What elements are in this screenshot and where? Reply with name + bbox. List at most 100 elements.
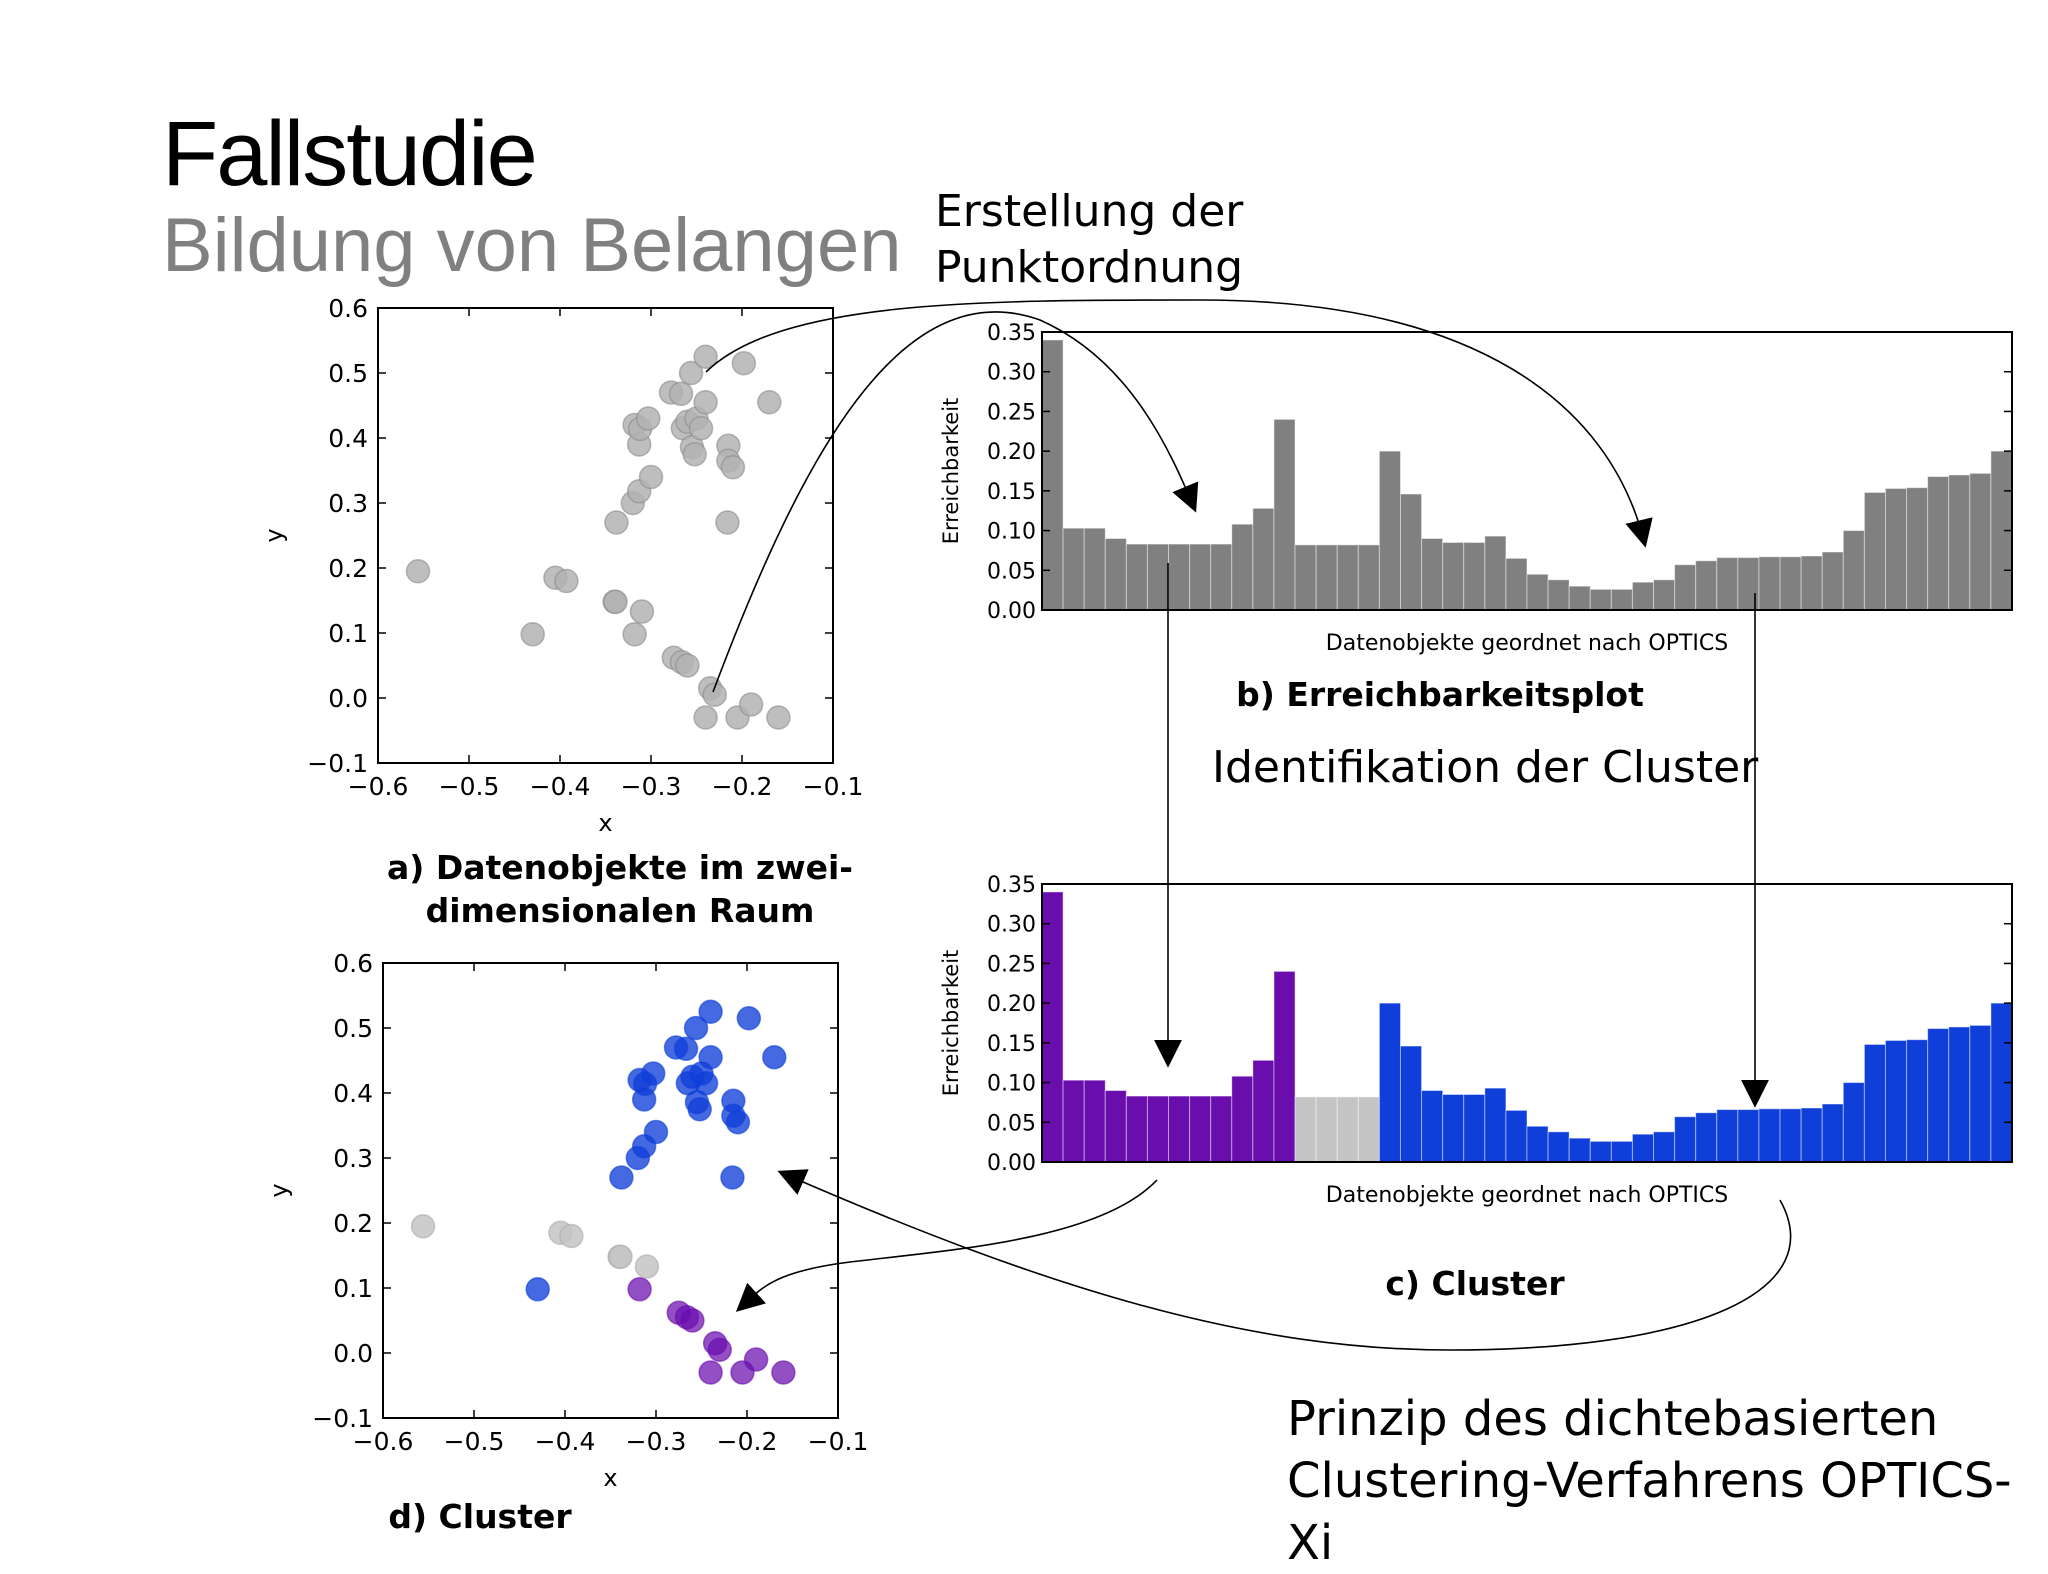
y-tick-label: 0.20 [987,440,1036,465]
data-point [698,1045,723,1070]
data-point [702,682,727,707]
data-point [554,568,579,594]
caption-d: d) Cluster [388,1497,572,1536]
data-point [629,599,655,624]
y-axis-label: Erreichbarkeit [939,950,963,1097]
x-axis-label: Datenobjekte geordnet nach OPTICS [1326,1183,1728,1208]
data-point [627,1277,652,1302]
data-point [680,1308,705,1333]
plot-frame [382,962,839,1419]
y-tick-label: 0.6 [333,949,373,978]
scatter-chart-a: −0.6 −0.5 −0.4 −0.3 −0.2 −0.1 −0.1 0.0 0.1 0.2 0.3… [260,294,864,837]
data-point [698,1360,723,1385]
y-tick-label: 0.15 [987,480,1036,505]
arrow-a-to-b-right [705,299,1653,548]
y-axis-label: y [265,1183,293,1197]
data-point [693,344,718,369]
x-tick-label: −0.5 [439,772,500,801]
data-point [622,622,647,647]
ordering-note-line-1: Erstellung der [935,186,1244,237]
y-tick-label: 0.5 [328,359,368,388]
y-tick-label: 0.1 [328,619,368,648]
bar-chart-c: 0.00 0.05 0.10 0.15 0.20 0.25 0.30 0.35 Datenobj… [939,873,2013,1208]
scatter-chart-d: −0.6 −0.5 −0.4 −0.3 −0.2 −0.1 −0.1 0.0 0.1 0.2 0.3… [265,949,869,1492]
y-tick-label: 0.1 [333,1274,373,1303]
data-point [688,416,714,441]
x-axis-label: x [598,809,612,837]
y-axis-label: Erreichbarkeit [939,398,963,545]
y-axis-label: y [260,528,288,542]
arrow-c-to-d-purple [735,1179,1158,1312]
y-tick-label: 0.10 [987,520,1036,545]
y-tick-label: 0.4 [328,424,368,453]
identification-note: Identifikation der Cluster [1212,742,1759,793]
data-point [641,1061,666,1086]
plot-border [1041,331,2013,611]
data-point [731,351,757,376]
x-tick-label: −0.6 [348,772,409,801]
x-tick-label: −0.4 [530,772,591,801]
data-point [693,705,718,730]
data-point [603,589,628,615]
y-tick-label: −0.1 [307,749,368,778]
plot-frame [377,307,834,764]
y-tick-label: 0.30 [987,913,1036,938]
data-point [638,464,664,490]
x-tick-label: −0.2 [717,1427,778,1456]
principle-note-line-1: Prinzip des dichtebasierten [1287,1391,1939,1447]
data-point [683,1015,709,1041]
bar-chart-b: 0.00 0.05 0.10 0.15 0.20 0.25 0.30 0.35 Datenobj… [939,321,2013,655]
data-point [766,705,791,730]
page-subtitle: Bildung von Belangen [162,203,902,288]
data-point [678,360,704,386]
data-point [720,1165,745,1190]
plot-border [1041,883,2013,1163]
data-point [693,1071,719,1096]
data-point [410,1214,436,1239]
data-point [771,1360,796,1385]
x-axis-label: Datenobjekte geordnet nach OPTICS [1326,631,1728,655]
data-point [673,1036,699,1062]
data-point [736,1006,762,1031]
x-axis-label: x [603,1464,617,1492]
y-tick-label: 0.00 [987,599,1036,624]
data-point [720,455,746,480]
data-point [608,1244,633,1270]
data-point [682,442,707,467]
arrow-c-to-d-blue [777,1169,1792,1351]
y-tick-label: 0.05 [987,559,1036,584]
data-point [643,1119,669,1145]
caption-b: b) Erreichbarkeitsplot [1236,675,1644,714]
y-tick-label: 0.6 [328,294,368,323]
y-tick-label: 0.3 [333,1144,373,1173]
x-tick-label: −0.3 [621,772,682,801]
y-tick-label: 0.20 [987,992,1036,1017]
y-tick-label: 0.00 [987,1151,1036,1176]
y-tick-label: 0.25 [987,400,1036,425]
data-point [520,622,545,647]
data-point [762,1045,787,1070]
ordering-note: Erstellung der Punktordnung [935,184,1243,296]
data-point [675,653,700,678]
y-tick-label: 0.3 [328,489,368,518]
y-tick-label: 0.35 [987,873,1036,898]
data-point [604,510,629,535]
data-point [687,1097,712,1122]
y-tick-label: 0.25 [987,952,1036,977]
arrow-a-to-b-left [712,311,1199,693]
data-point [636,406,661,431]
y-tick-label: 0.4 [333,1079,373,1108]
x-tick-label: −0.1 [803,772,864,801]
data-point [707,1337,732,1362]
data-point [609,1165,634,1190]
data-point [738,692,764,717]
y-tick-label: 0.0 [333,1339,373,1368]
y-tick-label: 0.15 [987,1032,1036,1057]
caption-a-line-2: dimensionalen Raum [425,891,815,930]
x-tick-label: −0.1 [808,1427,869,1456]
y-tick-label: 0.10 [987,1072,1036,1097]
data-point [715,510,740,535]
y-tick-label: −0.1 [312,1404,373,1433]
data-point [725,1110,751,1135]
x-tick-label: −0.3 [626,1427,687,1456]
